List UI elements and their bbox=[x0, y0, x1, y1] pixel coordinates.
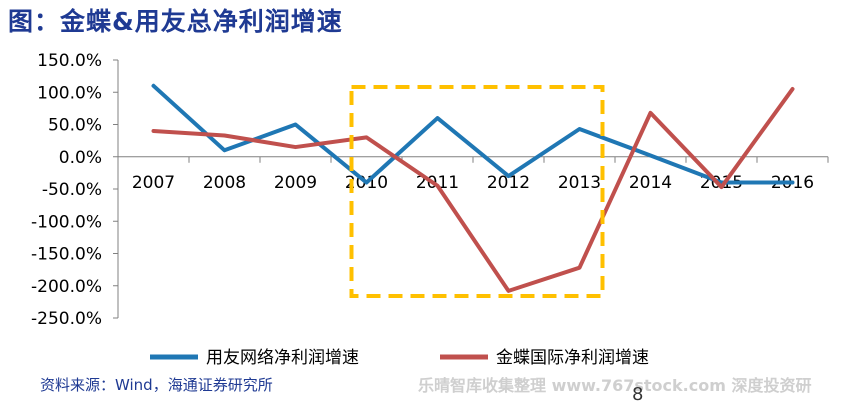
data-point bbox=[295, 124, 296, 125]
x-tick-label: 2007 bbox=[132, 173, 175, 193]
data-point bbox=[366, 182, 367, 184]
x-tick-label: 2008 bbox=[203, 173, 246, 193]
data-point bbox=[224, 149, 225, 151]
x-tick-label: 2009 bbox=[274, 173, 317, 193]
data-point bbox=[579, 267, 580, 269]
chart-title: 图：金蝶&用友总净利润增速 bbox=[8, 7, 343, 36]
x-tick-label: 2012 bbox=[487, 173, 530, 193]
data-point bbox=[153, 130, 154, 132]
y-tick-label: 100.0% bbox=[37, 83, 102, 103]
y-tick-label: -250.0% bbox=[31, 309, 102, 329]
y-tick-label: 0.0% bbox=[59, 148, 102, 168]
y-tick-label: 150.0% bbox=[37, 51, 102, 71]
data-point bbox=[366, 136, 367, 138]
legend-label: 金蝶国际净利润增速 bbox=[496, 348, 649, 368]
data-point bbox=[508, 290, 509, 292]
highlight-box bbox=[349, 85, 605, 298]
x-tick-label: 2013 bbox=[558, 173, 601, 193]
data-point bbox=[792, 88, 793, 90]
data-point bbox=[437, 117, 438, 119]
y-tick-label: -100.0% bbox=[31, 212, 102, 232]
legend-label: 用友网络净利润增速 bbox=[206, 348, 359, 368]
y-tick-label: -200.0% bbox=[31, 277, 102, 297]
data-point bbox=[792, 182, 793, 184]
source-note: 资料来源：Wind，海通证券研究所 bbox=[40, 376, 273, 394]
data-point bbox=[650, 112, 651, 114]
data-point bbox=[437, 185, 438, 187]
data-point bbox=[224, 134, 225, 136]
series-line-2 bbox=[151, 87, 795, 293]
data-point bbox=[721, 186, 722, 188]
y-tick-label: 50.0% bbox=[48, 116, 102, 136]
y-tick-label: -150.0% bbox=[31, 245, 102, 265]
data-point bbox=[650, 154, 651, 156]
watermark: 乐晴智库收集整理 www.767stock.com 深度投资研 bbox=[418, 376, 812, 395]
data-point bbox=[721, 182, 722, 184]
page-number: 8 bbox=[632, 384, 644, 405]
data-point bbox=[508, 175, 509, 177]
data-point bbox=[153, 85, 154, 87]
data-point bbox=[579, 128, 580, 130]
x-tick-label: 2014 bbox=[629, 173, 672, 193]
series-line-1 bbox=[151, 83, 795, 185]
data-point bbox=[295, 146, 296, 148]
y-tick-label: -50.0% bbox=[42, 180, 102, 200]
